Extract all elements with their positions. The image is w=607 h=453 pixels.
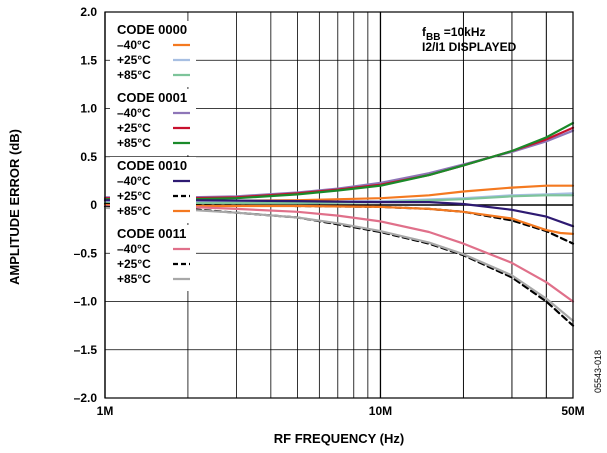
series-line-code-0010-plus85c: [103, 203, 575, 235]
y-tick-label: –1.5: [74, 343, 98, 357]
y-tick-label: 1.5: [80, 53, 97, 67]
y-tick-label: –1.0: [74, 295, 98, 309]
legend-item-label: –40°C: [117, 174, 151, 188]
x-tick-label: 10M: [369, 404, 392, 418]
legend-group-title: CODE 0001: [117, 90, 187, 105]
plot-frame: [104, 11, 574, 399]
series-line-code-0011-minus40c: [103, 204, 575, 303]
y-tick-label: –0.5: [74, 246, 98, 260]
annotation-rest: =10kHz: [440, 25, 485, 39]
annotation-line2: I2/I1 DISPLAYED: [422, 40, 517, 54]
legend-item-label: +25°C: [117, 257, 151, 271]
x-axis-title: RF FREQUENCY (Hz): [274, 431, 404, 446]
legend-item-label: –40°C: [117, 106, 151, 120]
legend-item-label: +25°C: [117, 189, 151, 203]
series-line-code-0011-plus85c: [103, 206, 575, 322]
legend-item-label: +25°C: [117, 121, 151, 135]
y-tick-label: –2.0: [74, 391, 98, 405]
annotation: fBB =10kHz I2/I1 DISPLAYED: [422, 25, 517, 54]
x-tick-label: 1M: [97, 404, 114, 418]
series-line-code-0001-plus85c: [103, 121, 575, 201]
legend-item-label: –40°C: [117, 242, 151, 256]
y-tick-label: 0.5: [80, 150, 97, 164]
series-line-code-0010-minus40c: [103, 199, 575, 228]
annotation-sub: BB: [426, 32, 440, 43]
tick-labels: 2.0 1.5 1.0 0.5 0 –0.5 –1.0 –1.5 –2.01M 10M 50M: [74, 5, 585, 418]
y-tick-label: 1.0: [80, 102, 97, 116]
legend-group-title: CODE 0011: [117, 226, 186, 241]
series-line-code-0000-plus85c: [103, 194, 575, 205]
y-tick-label: 2.0: [80, 5, 97, 19]
y-axis-title: AMPLITUDE ERROR (dB): [7, 129, 22, 285]
legend-item-label: –40°C: [117, 38, 151, 52]
legend-item-label: +85°C: [117, 136, 151, 150]
svg-text:fBB =10kHz: fBB =10kHz: [422, 25, 485, 43]
legend-group-title: CODE 0000: [117, 22, 187, 37]
legend-item-label: +25°C: [117, 53, 151, 67]
y-tick-label: 0: [90, 198, 97, 212]
annotation-f: f: [422, 25, 427, 39]
x-tick-label: 50M: [561, 404, 584, 418]
series-layer: [103, 121, 575, 327]
legend-group-title: CODE 0010: [117, 158, 187, 173]
figure-id: 05543-018: [593, 350, 603, 393]
legend-item-label: +85°C: [117, 68, 151, 82]
legend-item-label: +85°C: [117, 204, 151, 218]
legend-item-label: +85°C: [117, 272, 151, 286]
